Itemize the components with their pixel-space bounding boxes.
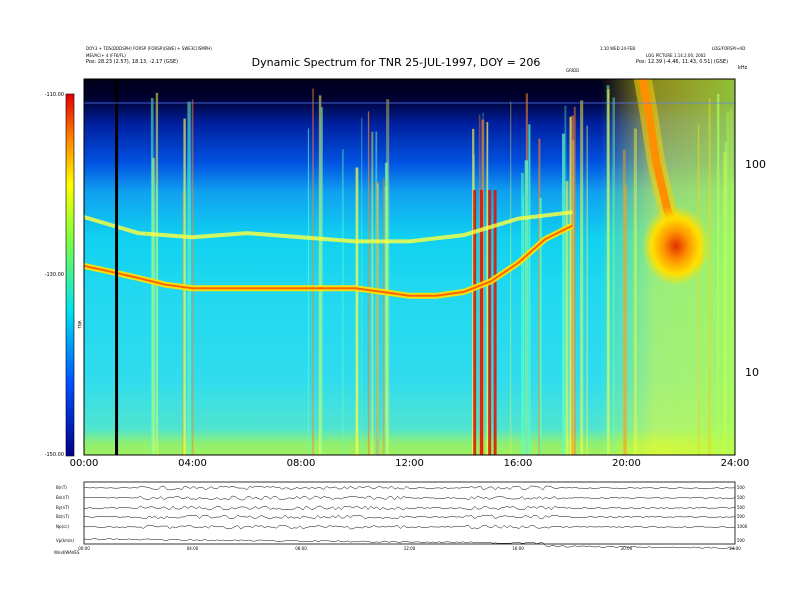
burst-streak <box>150 98 154 455</box>
y-right-tick-10: 10 <box>745 366 759 379</box>
header-left-pos: Pos: 28.23 (2.57), 18.13, -2.17 (GSE) <box>86 60 178 65</box>
burst-streak <box>564 105 567 455</box>
parameter-label: Bx(nT) <box>56 495 70 500</box>
header-right-line2: LOG PICTURE 1.14.2.00, 2002 <box>646 53 706 58</box>
burst-streak <box>524 160 528 455</box>
footer-label: Wind/WAVES <box>54 550 80 555</box>
header-right-pos-value: 12.39 (-4.46, 11.43, 0.51) (GSE) <box>647 59 729 65</box>
lower-x-tick-label: 20:00 <box>620 546 633 551</box>
header-right-line1: 1.10 WED 24-FEB <box>600 46 636 51</box>
intense-burst-streak <box>480 190 483 455</box>
burst-streak <box>320 107 323 455</box>
lower-parameter-panels <box>83 481 736 549</box>
burst-streak <box>191 99 194 455</box>
burst-streak <box>341 149 344 455</box>
lower-panels-frame <box>83 481 736 545</box>
lower-x-tick-label: 16:00 <box>512 546 524 551</box>
parameter-scale-tick: 500 <box>737 485 745 490</box>
lower-x-tick-label: 04:00 <box>186 546 199 551</box>
burst-streak <box>386 99 390 455</box>
header-left-pos-value: 28.23 (2.57), 18.13, -2.17 (GSE) <box>97 59 179 65</box>
burst-streak <box>528 124 531 455</box>
header-left-pos-label: Pos: <box>86 59 97 65</box>
small-mark: GRIDD <box>566 68 580 73</box>
header-far-right-line1: LOG/FORSP/+AD <box>712 46 746 51</box>
burst-streak <box>312 88 314 455</box>
parameter-trace <box>83 485 735 491</box>
burst-streak <box>569 116 572 455</box>
burst-streak <box>376 183 379 455</box>
parameter-label: Vp(km/s) <box>56 538 75 543</box>
colorbar-tick-mid: -130.00 <box>44 272 64 278</box>
lower-x-tick-label: 00:00 <box>78 546 90 551</box>
header-left-line1: DOY.3 + TDS(DDDSPH) FORSP (FORSP)(SWE) +… <box>86 46 212 51</box>
x-tick-label: 20:00 <box>612 458 641 469</box>
burst-streak <box>565 181 569 455</box>
parameter-trace <box>83 495 736 501</box>
x-tick-label: 00:00 <box>69 458 99 469</box>
lower-x-tick-label: 08:00 <box>295 546 307 551</box>
burst-streak <box>384 162 388 455</box>
x-tick-label: 16:00 <box>503 458 533 469</box>
parameter-scale-tick: 1000 <box>737 524 748 529</box>
burst-streak <box>573 106 576 455</box>
lower-emission-band-core <box>84 224 573 297</box>
colorbar-tick-top: -110.00 <box>44 92 64 98</box>
colorbar <box>65 93 75 457</box>
y-right-tick-100: 100 <box>745 158 766 171</box>
parameter-scale-tick: 500 <box>737 505 745 510</box>
intense-burst-streak <box>493 190 497 455</box>
burst-streak <box>539 197 542 455</box>
parameter-scale-tick: 500 <box>737 538 745 543</box>
parameter-label: Bz(nT) <box>56 514 69 519</box>
colorbar-tick-bottom: -150.00 <box>44 452 64 458</box>
parameter-scale-tick: 500 <box>737 514 745 519</box>
chart-title: Dynamic Spectrum for TNR 25-JUL-1997, DO… <box>251 56 541 69</box>
parameter-scale-tick: 500 <box>737 495 745 500</box>
burst-streak <box>307 128 309 455</box>
burst-streak <box>318 95 322 455</box>
parameter-label: B(nT) <box>56 485 67 490</box>
x-tick-label: 12:00 <box>395 458 424 469</box>
khz-unit-label: kHz <box>738 65 748 71</box>
x-tick-label: 08:00 <box>286 458 316 469</box>
burst-streak <box>580 100 584 455</box>
burst-streak <box>562 133 565 455</box>
burst-streak <box>572 140 575 455</box>
burst-streak <box>367 111 370 455</box>
lower-x-tick-label: 24:00 <box>729 546 741 551</box>
header-right-pos-label: Pos: <box>636 59 647 65</box>
type3-burst-core <box>642 206 710 286</box>
header-left-line2: MEVAC/+ 4 (FF6/FL) <box>86 53 126 58</box>
header-right-pos: Pos: 12.39 (-4.46, 11.43, 0.51) (GSE) <box>636 60 728 65</box>
x-tick-label: 24:00 <box>720 458 750 469</box>
burst-streak <box>521 172 524 455</box>
burst-streak <box>510 101 512 455</box>
plot-frame <box>83 78 736 456</box>
burst-streak <box>187 101 191 455</box>
burst-streak <box>355 167 359 455</box>
lower-x-tick-label: 12:00 <box>403 546 416 551</box>
burst-streak <box>182 191 184 455</box>
parameter-trace <box>83 538 736 549</box>
parameter-label: Np(cc) <box>56 524 70 529</box>
parameter-trace <box>83 524 736 530</box>
parameter-trace <box>83 505 736 511</box>
burst-streak <box>586 125 588 455</box>
upper-emission-band <box>84 210 573 244</box>
burst-streak <box>571 115 575 455</box>
intense-burst-streak <box>473 190 477 455</box>
burst-streak <box>382 178 385 455</box>
burst-streak <box>156 184 158 455</box>
intense-burst-streak <box>488 190 492 455</box>
parameter-trace <box>83 514 736 520</box>
x-tick-label: 04:00 <box>178 458 207 469</box>
parameter-label: By(nT) <box>56 505 70 510</box>
burst-streak <box>486 122 489 455</box>
